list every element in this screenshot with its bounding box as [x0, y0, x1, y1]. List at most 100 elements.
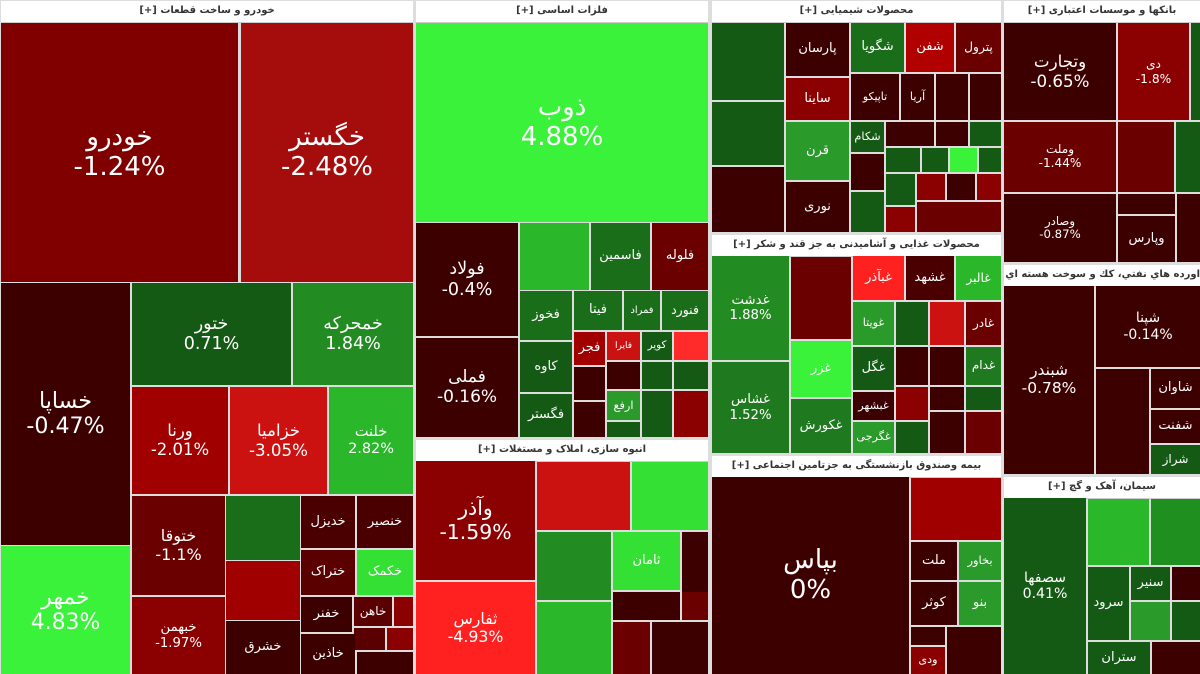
stock-name: ثفارس [453, 608, 498, 628]
small-tile [851, 154, 884, 190]
sector-header: محصولات شیمیایی [+] [712, 1, 1001, 23]
stock-name: آریا [909, 89, 926, 104]
small-tile [936, 122, 968, 146]
small-tile [936, 74, 968, 120]
small-tile [537, 602, 611, 674]
stock-name: شپنا [1135, 310, 1161, 327]
small-tile [911, 477, 1001, 540]
stock-tile: خاذین [301, 634, 355, 674]
stock-tile: فجر [574, 332, 605, 365]
small-tile [979, 148, 1001, 172]
stock-tile: غشهد [906, 256, 954, 300]
small-tile [357, 652, 413, 674]
small-tile [387, 628, 413, 650]
stock-name: پارسان [798, 41, 837, 57]
small-tile [1088, 498, 1149, 565]
small-tile [674, 391, 708, 437]
stock-tile: فخوز [520, 291, 572, 340]
stock-name: ختوقا [160, 526, 197, 546]
stock-name: شبندر [1030, 361, 1068, 380]
stock-name: غشهد [914, 269, 946, 285]
stock-tile: خلنت 2.82% [329, 387, 413, 494]
stock-tile: کویر [642, 332, 672, 360]
small-tile [712, 23, 784, 100]
stock-tile: شکام [851, 122, 884, 152]
stock-name: خبهمن [160, 620, 197, 636]
stock-name: وپارس [1128, 230, 1165, 246]
small-tile [950, 148, 977, 172]
small-tile [1152, 642, 1200, 674]
stock-tile: ثامان [613, 532, 680, 590]
stock-name: فولاد [449, 259, 485, 280]
stock-name: فخوز [532, 307, 560, 323]
stock-tile: شراز [1151, 445, 1200, 474]
stock-tile: بپاس 0% [712, 477, 909, 674]
stock-tile: غویتا [853, 302, 894, 345]
small-tile [930, 387, 964, 410]
stock-change: 1.88% [729, 308, 772, 323]
stock-name: شفنت [1158, 418, 1193, 434]
stock-name: شکام [854, 129, 881, 144]
stock-tile: فیتا [574, 291, 622, 330]
small-tile [966, 387, 1001, 410]
stock-change: -2.48% [281, 151, 373, 182]
small-tile [1151, 498, 1200, 565]
small-tile [896, 422, 928, 453]
stock-tile: شپنا -0.14% [1096, 286, 1200, 367]
stock-name: فگستر [527, 407, 565, 423]
stock-name: غشاس [731, 392, 770, 408]
stock-name: سنیر [1137, 575, 1164, 591]
small-tile [917, 174, 945, 200]
stock-tile: خشرق [226, 621, 300, 674]
stock-name: فلوله [665, 248, 695, 264]
stock-name: خگستر [289, 121, 365, 152]
small-tile [674, 362, 708, 389]
stock-name: غگل [861, 360, 886, 376]
stock-tile: ارفع [607, 391, 640, 420]
stock-change: -0.47% [26, 413, 105, 439]
stock-name: ساینا [804, 90, 831, 106]
small-tile [674, 332, 708, 360]
stock-tile: غگل [853, 347, 894, 390]
small-tile [896, 347, 928, 385]
stock-name: شگویا [861, 39, 894, 55]
stock-name: شاوان [1158, 380, 1193, 396]
small-tile [886, 122, 934, 146]
stock-name: بنو [972, 595, 988, 611]
stock-tile: غبشهر [853, 392, 894, 420]
stock-tile: وصادر -0.87% [1004, 194, 1116, 262]
stock-tile: سصفها 0.41% [1004, 498, 1086, 674]
stock-name: خشرق [244, 639, 282, 655]
stock-tile: فنورد [662, 291, 708, 330]
stock-change: 2.82% [348, 440, 394, 457]
small-tile [1172, 567, 1200, 600]
stock-name: غدشت [731, 292, 770, 308]
stock-change: -0.65% [1030, 71, 1090, 91]
small-tile [682, 532, 708, 600]
small-tile [1118, 194, 1175, 214]
stock-name: قرن [806, 142, 829, 158]
stock-tile: خکمک [357, 550, 413, 595]
stock-name: سرود [1093, 595, 1124, 611]
small-tile [632, 461, 708, 530]
stock-name: ودی [918, 653, 938, 667]
stock-name: ختور [194, 313, 229, 334]
stock-tile: غشاس 1.52% [712, 362, 789, 453]
small-tile [712, 102, 784, 165]
sector-header: اورده هاي نفتي، كك و سوخت هسته اي [+] [1004, 265, 1200, 287]
stock-change: -1.97% [155, 635, 202, 651]
small-tile [1096, 369, 1149, 474]
stock-tile: فملی -0.16% [416, 338, 518, 437]
stock-change: -0.78% [1021, 379, 1077, 397]
stock-name: پترول [964, 40, 993, 55]
stock-tile: وتجارت -0.65% [1004, 23, 1116, 120]
small-tile [966, 412, 1001, 453]
stock-name: فاسمین [599, 248, 642, 264]
stock-tile: غادر [966, 302, 1001, 345]
stock-tile: خفنر [301, 597, 352, 632]
small-tile [977, 174, 1001, 200]
small-tile [930, 302, 964, 345]
stock-name: غالبر [966, 270, 991, 285]
stock-name: بخاور [967, 553, 993, 568]
stock-tile: ورنا -2.01% [132, 387, 228, 494]
